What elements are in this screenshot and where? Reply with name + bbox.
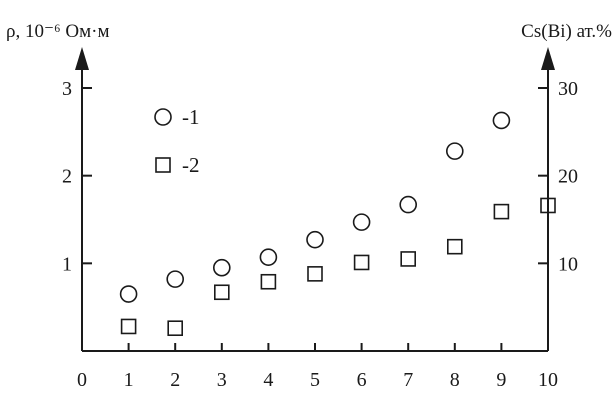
data-point-square	[167, 320, 183, 337]
legend-label: -2	[182, 153, 200, 177]
legend: -1 -2	[154, 105, 200, 177]
x-tick-label: 2	[170, 369, 180, 389]
data-point-square	[120, 318, 137, 335]
data-point-circle	[259, 248, 278, 266]
legend-square-marker	[155, 157, 171, 173]
data-point-circle	[213, 258, 231, 277]
legend-label: -1	[182, 105, 200, 129]
data-point-circle	[119, 285, 138, 303]
data-point-square	[493, 203, 510, 220]
data-point-square	[214, 284, 230, 301]
data-point-circle	[352, 213, 371, 231]
x-tick-label: 4	[263, 369, 273, 389]
x-tick-label: 7	[403, 369, 413, 389]
left-y-axis-arrow	[75, 47, 89, 70]
right-y-tick-label: 20	[558, 166, 578, 188]
x-tick-label: 9	[496, 369, 506, 389]
x-tick-label: 10	[538, 369, 558, 389]
left-y-tick-label: 2	[62, 166, 72, 188]
data-point-circle	[445, 142, 464, 160]
legend-circle-marker	[154, 108, 172, 126]
data-point-square	[260, 273, 277, 290]
x-tick-label: 1	[124, 369, 134, 389]
data-point-square	[353, 254, 370, 271]
right-y-tick-label: 30	[558, 78, 578, 100]
data-point-circle	[399, 195, 418, 214]
data-point-square	[400, 251, 417, 267]
x-tick-label: 5	[310, 369, 320, 389]
x-tick-label: 3	[217, 369, 227, 389]
x-tick-label: 6	[357, 369, 367, 389]
right-y-axis-arrow	[541, 47, 555, 70]
x-tick-label: 0	[77, 369, 87, 389]
data-marks	[119, 111, 556, 337]
ticks-layer: 0 1 2 3 4 5 6 7 8 9 10 1 2 3 10 20 30	[62, 78, 578, 391]
data-point-circle	[306, 230, 324, 249]
x-tick-label: 8	[450, 369, 460, 389]
data-point-square	[307, 266, 323, 282]
right-axis-title: Cs(Bi) ат.%	[521, 21, 612, 42]
data-point-circle	[492, 111, 511, 130]
left-y-tick-label: 1	[62, 253, 72, 275]
data-point-circle	[166, 270, 184, 288]
left-y-tick-label: 3	[62, 78, 72, 100]
right-y-tick-label: 10	[558, 253, 578, 275]
left-axis-title: ρ, 10⁻⁶ Ом·м	[6, 21, 109, 42]
data-point-square	[540, 197, 556, 214]
data-point-square	[446, 238, 463, 255]
